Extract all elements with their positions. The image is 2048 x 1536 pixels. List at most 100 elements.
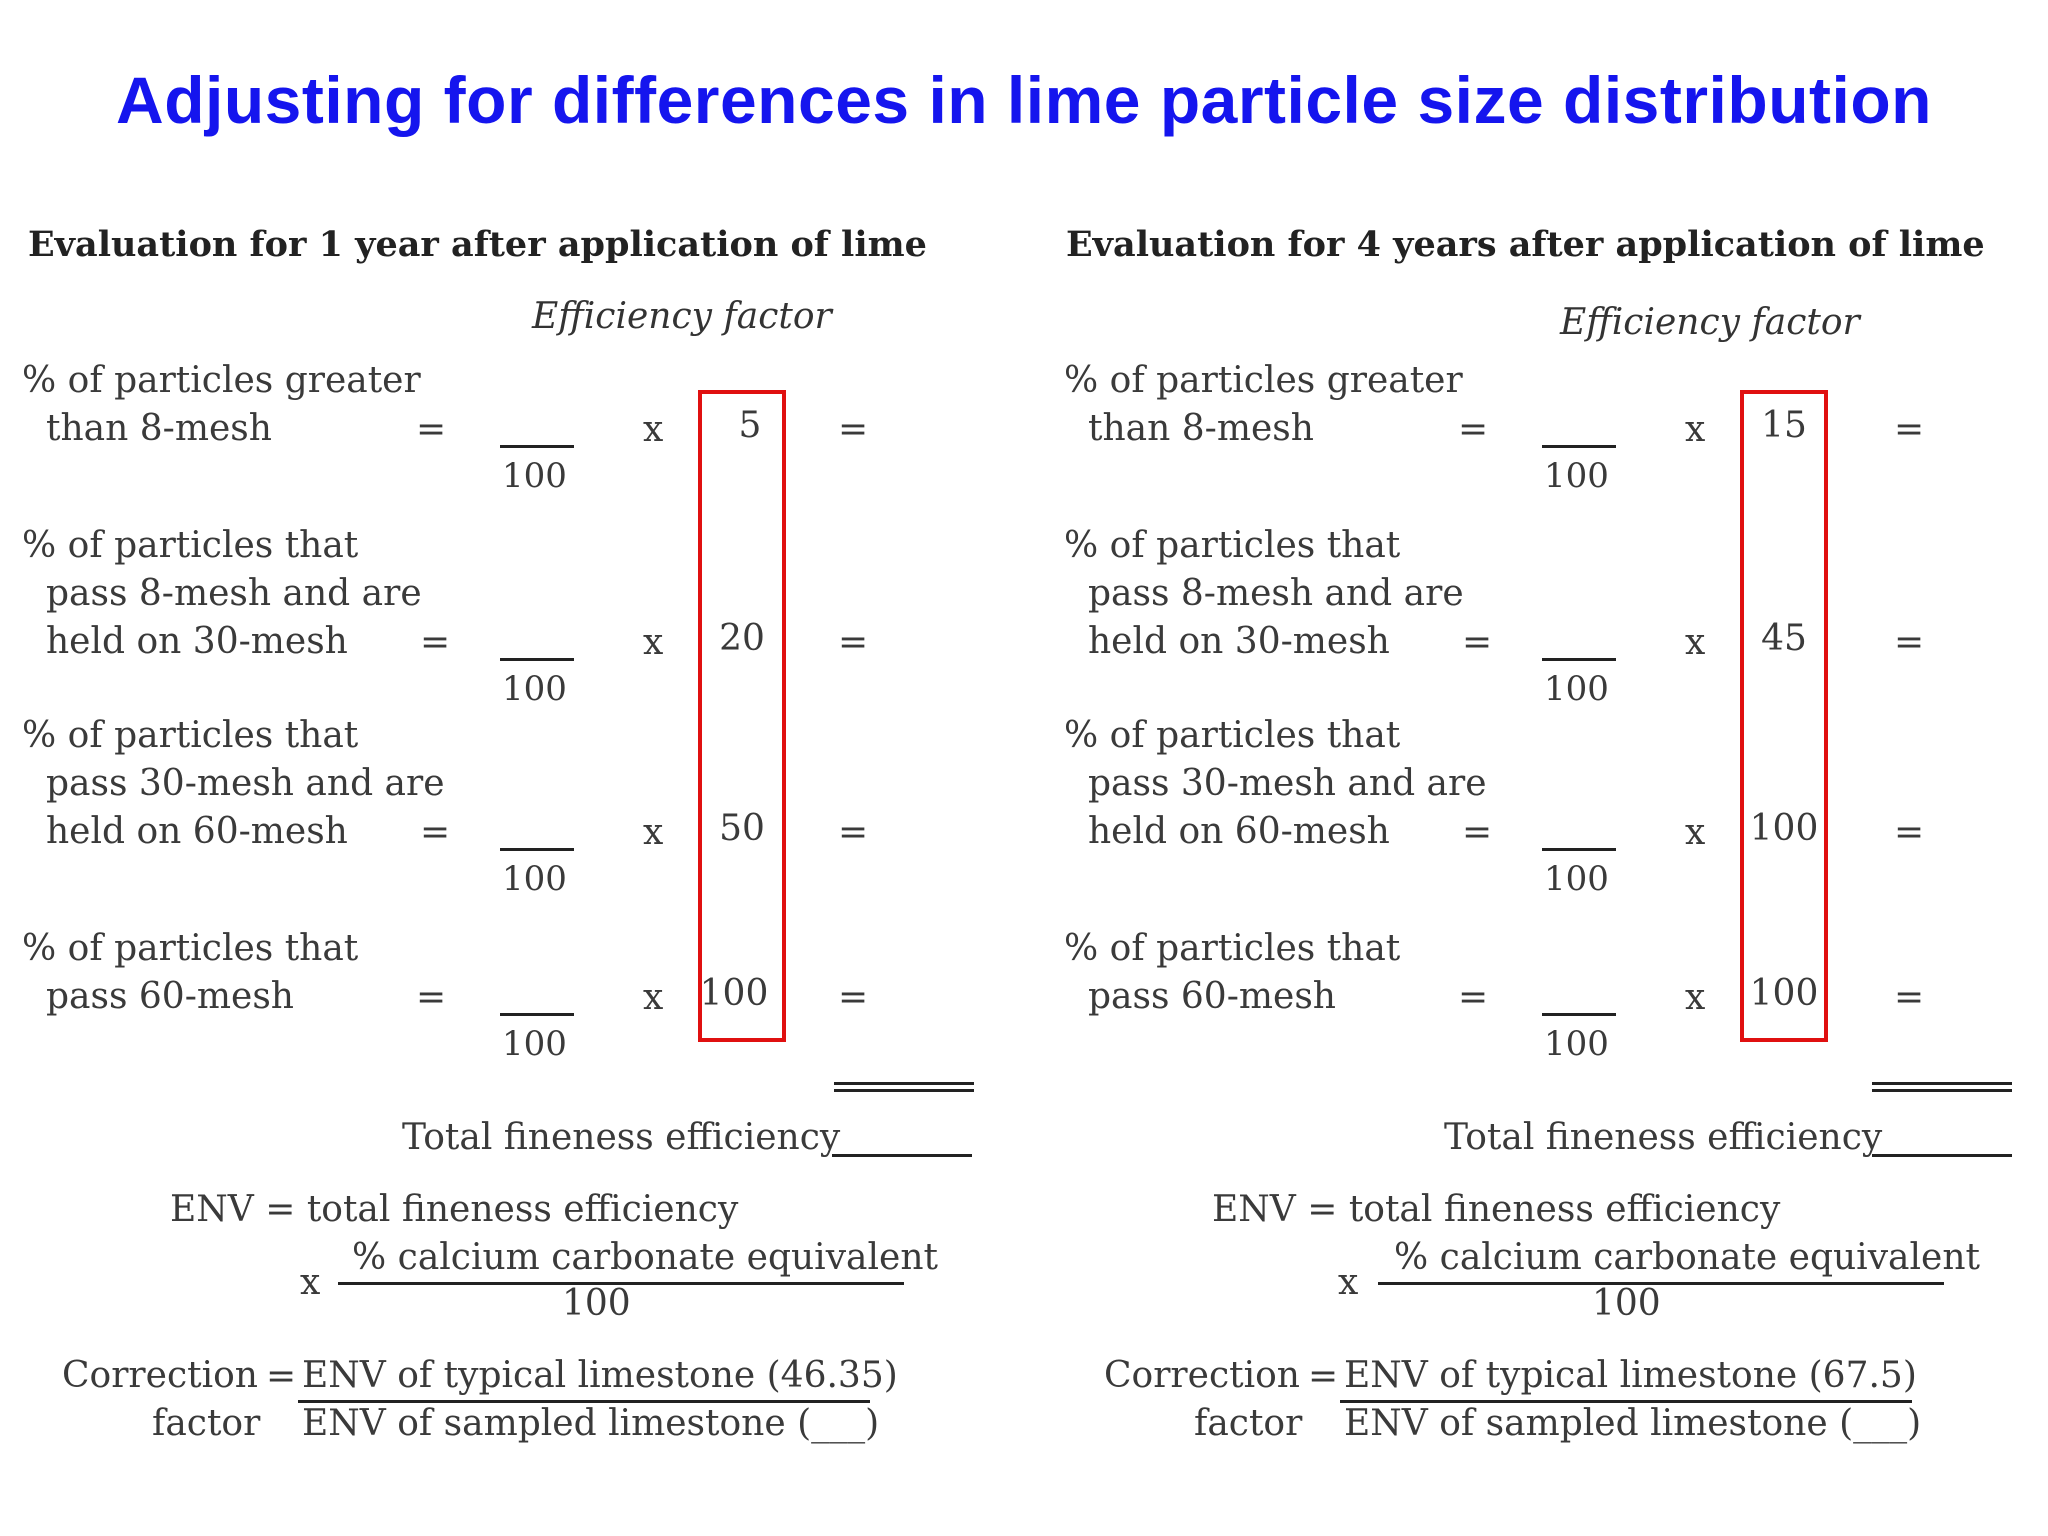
percentage-blank	[1542, 658, 1616, 661]
correction-denominator: ENV of sampled limestone (___)	[1344, 1403, 1922, 1444]
equals-sign: =	[1458, 409, 1489, 450]
env-formula: ENV = total fineness efficiency	[170, 1189, 739, 1230]
row-label-line: % of particles that	[22, 715, 359, 756]
total-blank	[832, 1154, 972, 1157]
env-fraction-bar	[338, 1282, 904, 1285]
correction-equals-sign: =	[1308, 1356, 1339, 1397]
result-equals-sign: =	[838, 409, 869, 450]
equals-sign: =	[420, 622, 451, 663]
row-label-line: % of particles that	[1064, 928, 1401, 969]
row-label-line: % of particles that	[22, 525, 359, 566]
row-label-line: than 8-mesh	[1088, 408, 1314, 449]
total-blank	[1872, 1154, 2012, 1157]
row-label-line: held on 60-mesh	[1088, 811, 1390, 852]
percentage-blank	[500, 658, 574, 661]
efficiency-factor-value: 100	[699, 973, 769, 1014]
efficiency-factor-value: 50	[719, 808, 765, 849]
sum-double-rule	[834, 1082, 974, 1092]
row-label-line: % of particles greater	[1064, 360, 1463, 401]
correction-label: Correction	[1104, 1355, 1300, 1396]
equals-sign: =	[420, 812, 451, 853]
denominator: 100	[502, 669, 567, 709]
times-sign: x	[643, 409, 664, 450]
row-label-line: pass 8-mesh and are	[46, 573, 422, 614]
correction-equals-sign: =	[266, 1356, 297, 1397]
env-formula: ENV = total fineness efficiency	[1212, 1189, 1781, 1230]
times-sign: x	[643, 812, 664, 853]
efficiency-factor-value: 20	[719, 618, 765, 659]
panel-4-years: Evaluation for 4 years after application…	[1042, 0, 2048, 1536]
efficiency-factor-value: 100	[1749, 808, 1819, 849]
env-denominator: 100	[1592, 1283, 1661, 1324]
row-label-line: pass 60-mesh	[46, 976, 294, 1017]
total-fineness-label: Total fineness efficiency	[1444, 1117, 1883, 1158]
efficiency-factor-label: Efficiency factor	[1560, 302, 1860, 343]
env-times-sign: x	[300, 1262, 321, 1303]
sum-double-rule	[1872, 1082, 2012, 1092]
result-equals-sign: =	[838, 977, 869, 1018]
correction-label: Correction	[62, 1355, 258, 1396]
result-equals-sign: =	[1894, 622, 1925, 663]
panel-1-year: Evaluation for 1 year after application …	[22, 224, 974, 1444]
correction-label: factor	[1194, 1403, 1303, 1444]
denominator: 100	[1544, 456, 1609, 496]
denominator: 100	[502, 859, 567, 899]
equals-sign: =	[1458, 977, 1489, 1018]
env-times-sign: x	[1338, 1262, 1359, 1303]
times-sign: x	[1685, 812, 1706, 853]
panel-heading: Evaluation for 4 years after application…	[1066, 224, 1985, 265]
denominator: 100	[502, 456, 567, 496]
row-label-line: pass 8-mesh and are	[1088, 573, 1464, 614]
correction-fraction-bar	[1340, 1400, 1912, 1403]
percentage-blank	[500, 1013, 574, 1016]
times-sign: x	[1685, 409, 1706, 450]
denominator: 100	[1544, 669, 1609, 709]
times-sign: x	[643, 622, 664, 663]
slide-title: Adjusting for differences in lime partic…	[116, 63, 1932, 137]
row-label-line: held on 30-mesh	[1088, 621, 1390, 662]
efficiency-factor-value: 5	[738, 405, 762, 446]
percentage-blank	[500, 445, 574, 448]
row-label-line: % of particles greater	[22, 360, 421, 401]
row-label-line: pass 30-mesh and are	[46, 763, 445, 804]
total-fineness-label: Total fineness efficiency	[402, 1117, 841, 1158]
row-label-line: than 8-mesh	[46, 408, 272, 449]
times-sign: x	[1685, 977, 1706, 1018]
equals-sign: =	[1462, 622, 1493, 663]
equals-sign: =	[416, 409, 447, 450]
correction-denominator: ENV of sampled limestone (___)	[302, 1403, 880, 1444]
equals-sign: =	[416, 977, 447, 1018]
denominator: 100	[1544, 859, 1609, 899]
result-equals-sign: =	[838, 622, 869, 663]
efficiency-factor-highlight-box	[1740, 390, 1828, 1042]
equals-sign: =	[1462, 812, 1493, 853]
percentage-blank	[1542, 848, 1616, 851]
percentage-blank	[1542, 1013, 1616, 1016]
result-equals-sign: =	[1894, 977, 1925, 1018]
row-label-line: % of particles that	[22, 928, 359, 969]
percentage-blank	[500, 848, 574, 851]
times-sign: x	[643, 977, 664, 1018]
times-sign: x	[1685, 622, 1706, 663]
percentage-blank	[1542, 445, 1616, 448]
efficiency-factor-value: 45	[1761, 618, 1807, 659]
denominator: 100	[502, 1024, 567, 1064]
efficiency-factor-value: 15	[1761, 405, 1807, 446]
env-numerator: % calcium carbonate equivalent	[1394, 1237, 1980, 1278]
correction-label: factor	[152, 1403, 261, 1444]
efficiency-factor-highlight-box	[698, 390, 786, 1042]
efficiency-factor-value: 100	[1749, 973, 1819, 1014]
row-label-line: pass 60-mesh	[1088, 976, 1336, 1017]
result-equals-sign: =	[838, 812, 869, 853]
result-equals-sign: =	[1894, 812, 1925, 853]
env-fraction-bar	[1378, 1282, 1944, 1285]
denominator: 100	[1544, 1024, 1609, 1064]
row-label-line: held on 30-mesh	[46, 621, 348, 662]
correction-numerator: ENV of typical limestone (67.5)	[1344, 1355, 1917, 1396]
row-label-line: % of particles that	[1064, 525, 1401, 566]
row-label-line: % of particles that	[1064, 715, 1401, 756]
env-numerator: % calcium carbonate equivalent	[352, 1237, 938, 1278]
correction-fraction-bar	[298, 1400, 870, 1403]
correction-numerator: ENV of typical limestone (46.35)	[302, 1355, 898, 1396]
env-denominator: 100	[562, 1283, 631, 1324]
